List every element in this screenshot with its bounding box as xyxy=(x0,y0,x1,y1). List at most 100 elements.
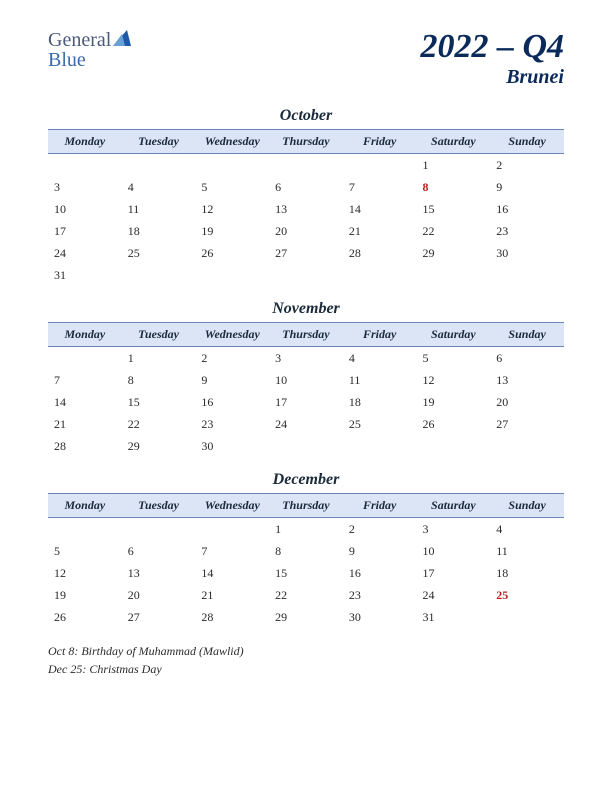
brand-part2: Blue xyxy=(48,49,86,71)
day-cell: 11 xyxy=(343,369,417,391)
day-header: Monday xyxy=(48,130,122,154)
day-header: Monday xyxy=(48,494,122,518)
day-cell: 10 xyxy=(417,540,491,562)
table-row: 262728293031 xyxy=(48,606,564,628)
day-cell: 15 xyxy=(122,391,196,413)
day-cell: 9 xyxy=(195,369,269,391)
day-cell: 22 xyxy=(269,584,343,606)
day-cell: 11 xyxy=(122,198,196,220)
day-header: Tuesday xyxy=(122,494,196,518)
day-cell xyxy=(122,154,196,177)
calendar-table: MondayTuesdayWednesdayThursdayFridaySatu… xyxy=(48,493,564,628)
day-cell: 7 xyxy=(343,176,417,198)
day-cell: 2 xyxy=(195,347,269,370)
day-cell xyxy=(48,347,122,370)
logo-triangle-icon xyxy=(113,30,131,50)
day-cell: 31 xyxy=(417,606,491,628)
header: General Blue 2022 – Q4 Brunei xyxy=(48,30,564,89)
day-header: Monday xyxy=(48,323,122,347)
day-cell: 25 xyxy=(490,584,564,606)
title-sub: Brunei xyxy=(420,66,564,89)
title-main: 2022 – Q4 xyxy=(420,30,564,64)
table-row: 19202122232425 xyxy=(48,584,564,606)
table-row: 10111213141516 xyxy=(48,198,564,220)
day-header: Friday xyxy=(343,494,417,518)
day-header: Sunday xyxy=(490,494,564,518)
day-cell: 14 xyxy=(48,391,122,413)
day-cell: 26 xyxy=(195,242,269,264)
table-row: 78910111213 xyxy=(48,369,564,391)
day-header: Thursday xyxy=(269,494,343,518)
day-cell: 8 xyxy=(417,176,491,198)
day-cell: 28 xyxy=(343,242,417,264)
day-cell: 19 xyxy=(417,391,491,413)
holiday-entry: Dec 25: Christmas Day xyxy=(48,660,564,678)
title-block: 2022 – Q4 Brunei xyxy=(420,30,564,89)
day-cell: 20 xyxy=(490,391,564,413)
day-cell: 29 xyxy=(122,435,196,457)
day-cell: 6 xyxy=(122,540,196,562)
day-cell xyxy=(269,435,343,457)
day-cell xyxy=(343,154,417,177)
day-cell: 8 xyxy=(122,369,196,391)
day-cell: 19 xyxy=(48,584,122,606)
day-cell: 18 xyxy=(490,562,564,584)
day-cell: 27 xyxy=(490,413,564,435)
day-cell: 2 xyxy=(343,518,417,541)
day-cell: 31 xyxy=(48,264,122,286)
table-row: 1234 xyxy=(48,518,564,541)
table-row: 567891011 xyxy=(48,540,564,562)
day-cell: 6 xyxy=(490,347,564,370)
day-cell xyxy=(490,435,564,457)
day-header: Wednesday xyxy=(195,323,269,347)
day-cell: 26 xyxy=(417,413,491,435)
day-header: Sunday xyxy=(490,130,564,154)
month-block: NovemberMondayTuesdayWednesdayThursdayFr… xyxy=(48,300,564,457)
day-cell: 27 xyxy=(122,606,196,628)
day-cell: 10 xyxy=(269,369,343,391)
day-cell xyxy=(417,264,491,286)
brand-part1: General xyxy=(48,29,111,51)
day-cell: 18 xyxy=(122,220,196,242)
day-header: Friday xyxy=(343,130,417,154)
day-cell xyxy=(343,435,417,457)
table-row: 3456789 xyxy=(48,176,564,198)
holiday-entry: Oct 8: Birthday of Muhammad (Mawlid) xyxy=(48,642,564,660)
table-row: 14151617181920 xyxy=(48,391,564,413)
day-cell: 5 xyxy=(48,540,122,562)
day-cell: 1 xyxy=(417,154,491,177)
day-cell: 10 xyxy=(48,198,122,220)
day-cell: 28 xyxy=(195,606,269,628)
day-cell: 21 xyxy=(343,220,417,242)
months-container: OctoberMondayTuesdayWednesdayThursdayFri… xyxy=(48,107,564,628)
day-cell: 5 xyxy=(195,176,269,198)
day-cell: 20 xyxy=(122,584,196,606)
day-cell: 11 xyxy=(490,540,564,562)
day-cell: 24 xyxy=(48,242,122,264)
day-cell xyxy=(269,154,343,177)
day-cell: 16 xyxy=(490,198,564,220)
day-header: Saturday xyxy=(417,130,491,154)
day-cell: 29 xyxy=(417,242,491,264)
table-row: 282930 xyxy=(48,435,564,457)
day-cell: 17 xyxy=(269,391,343,413)
day-header: Tuesday xyxy=(122,130,196,154)
day-header: Wednesday xyxy=(195,494,269,518)
table-row: 31 xyxy=(48,264,564,286)
day-cell: 6 xyxy=(269,176,343,198)
day-cell: 30 xyxy=(343,606,417,628)
day-cell: 13 xyxy=(122,562,196,584)
day-header: Wednesday xyxy=(195,130,269,154)
calendar-page: General Blue 2022 – Q4 Brunei OctoberMon… xyxy=(0,0,612,698)
table-row: 123456 xyxy=(48,347,564,370)
day-cell xyxy=(195,518,269,541)
day-cell: 21 xyxy=(195,584,269,606)
brand-logo: General Blue xyxy=(48,30,131,70)
day-header: Friday xyxy=(343,323,417,347)
day-cell: 28 xyxy=(48,435,122,457)
day-header: Saturday xyxy=(417,494,491,518)
month-title: December xyxy=(48,471,564,489)
day-cell xyxy=(490,606,564,628)
day-cell: 20 xyxy=(269,220,343,242)
day-cell xyxy=(417,435,491,457)
